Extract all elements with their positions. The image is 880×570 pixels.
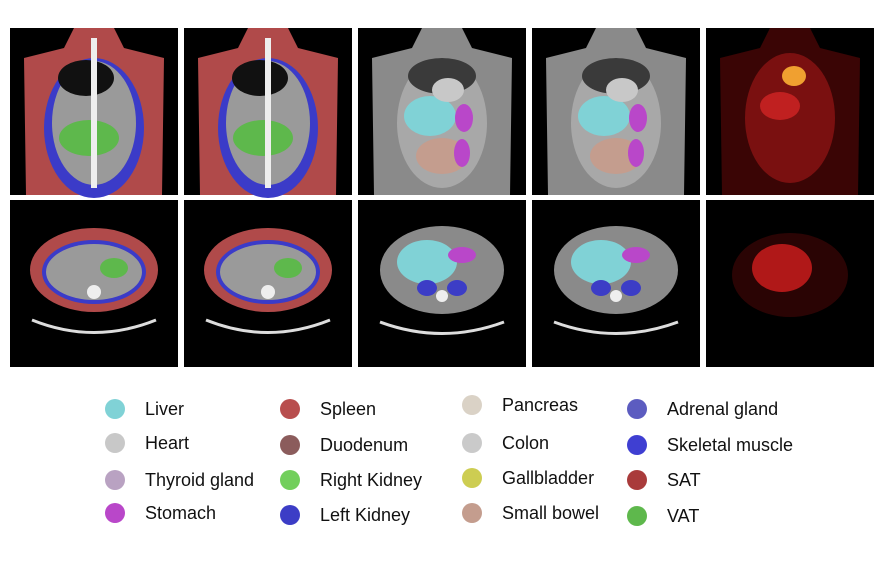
liver [571,240,631,284]
table [379,320,505,335]
vat [100,258,128,278]
legend-label: Gallbladder [502,468,594,488]
liver [397,240,457,284]
legend-label: SAT [667,470,701,490]
stomach [455,104,473,132]
legend-swatch [462,433,482,453]
vat [59,120,119,156]
scan-image [184,28,352,198]
legend-swatch [105,399,125,419]
scan-image [358,28,526,195]
heart-uptake [782,66,806,86]
heart [606,78,638,102]
legend-label: Spleen [320,399,376,419]
liver [404,96,456,136]
liver [578,96,630,136]
legend-swatch [462,503,482,523]
legend-swatch [627,435,647,455]
spine [91,38,97,188]
scan-image [10,200,178,367]
vat [233,120,293,156]
legend-swatch [280,470,300,490]
kidney-l [621,280,641,296]
legend-label: VAT [667,506,699,526]
vertebra [436,290,448,302]
legend-swatch [105,433,125,453]
legend-swatch [462,395,482,415]
kidney-r [417,280,437,296]
legend-swatch [627,470,647,490]
vertebra [610,290,622,302]
image-panels [10,28,874,367]
kidney [628,139,644,167]
legend-label: Heart [145,433,189,453]
legend-swatch [462,468,482,488]
legend-swatch [627,506,647,526]
legend-label: Left Kidney [320,505,410,525]
legend-label: Small bowel [502,503,599,523]
scan-image [10,28,178,198]
legend: Liver Heart Thyroid gland Stomach Spleen Duod… [105,395,793,526]
legend-label: Right Kidney [320,470,422,490]
legend-swatch [105,503,125,523]
spine [265,38,271,188]
legend-label: Liver [145,399,184,419]
scan-image [358,200,526,367]
legend-label: Thyroid gland [145,470,254,490]
lung [58,60,114,96]
stomach [622,247,650,263]
legend-swatch [105,470,125,490]
legend-swatch [280,399,300,419]
abdomen [46,244,142,300]
abdomen [220,244,316,300]
legend-swatch [280,435,300,455]
lung [232,60,288,96]
scan-image [532,200,700,367]
table [553,320,679,335]
heart [432,78,464,102]
scan-image [532,28,700,195]
legend-swatch [280,505,300,525]
kidney [454,139,470,167]
scan-image [184,200,352,367]
vat [274,258,302,278]
legend-swatch [627,399,647,419]
kidney-r [591,280,611,296]
stomach [448,247,476,263]
vertebra [87,285,101,299]
vertebra [261,285,275,299]
kidney-l [447,280,467,296]
table [205,318,331,334]
legend-label: Adrenal gland [667,399,778,419]
scan-image [706,200,874,367]
legend-label: Stomach [145,503,216,523]
table [31,318,157,334]
liver-uptake [752,244,812,292]
legend-label: Pancreas [502,395,578,415]
legend-label: Duodenum [320,435,408,455]
legend-label: Colon [502,433,549,453]
legend-label: Skeletal muscle [667,435,793,455]
scan-image [706,28,874,195]
stomach [629,104,647,132]
liver-uptake [760,92,800,120]
